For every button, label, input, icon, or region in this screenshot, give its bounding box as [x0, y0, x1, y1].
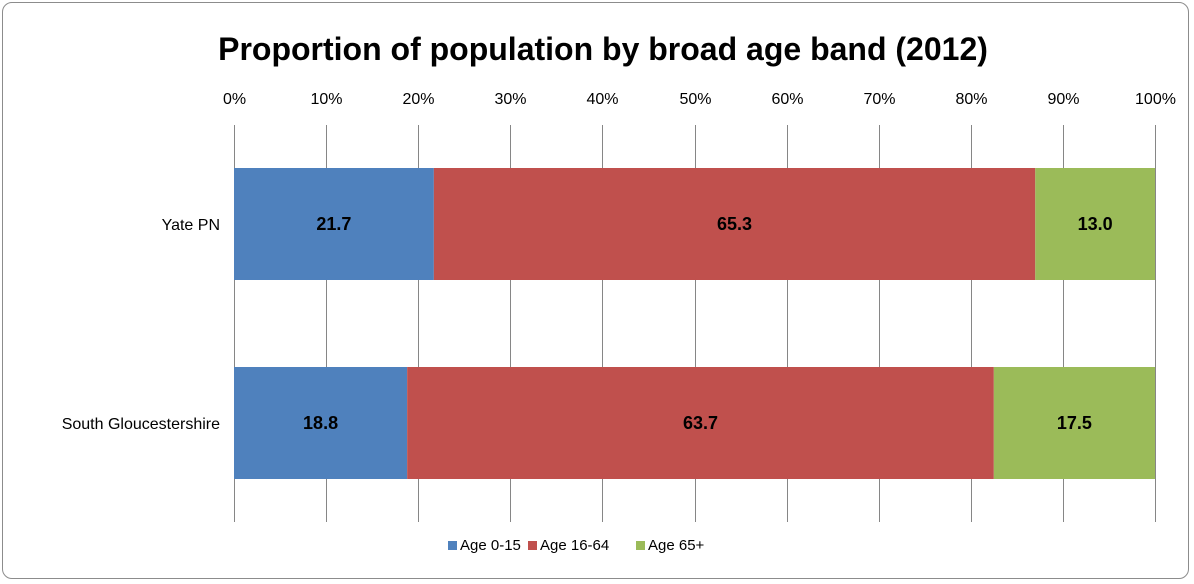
data-label: 18.8	[303, 413, 338, 433]
x-tick-label: 20%	[402, 91, 434, 108]
axis-tick-labels: 0% 10% 20% 30% 40% 50% 60% 70% 80% 90% 100%	[223, 91, 1176, 108]
x-tick-label: 90%	[1047, 91, 1079, 108]
data-label: 13.0	[1078, 214, 1113, 234]
legend-label: Age 0-15	[460, 537, 521, 554]
x-tick-label: 100%	[1135, 91, 1176, 108]
bars: 21.7 65.3 13.0 18.8 63.7 17.5	[234, 168, 1155, 479]
legend: Age 0-15 Age 16-64 Age 65+	[448, 537, 705, 554]
bar-segment	[234, 168, 434, 280]
data-label: 65.3	[717, 214, 752, 234]
x-tick-label: 70%	[863, 91, 895, 108]
category-labels: Yate PN South Gloucestershire	[62, 217, 220, 433]
x-tick-label: 30%	[494, 91, 526, 108]
x-tick-label: 0%	[223, 91, 246, 108]
x-tick-label: 80%	[955, 91, 987, 108]
bar-segment	[234, 367, 408, 479]
data-label: 63.7	[683, 413, 718, 433]
category-label: Yate PN	[162, 217, 220, 234]
legend-swatch	[528, 541, 537, 550]
x-tick-label: 60%	[771, 91, 803, 108]
data-label: 17.5	[1057, 413, 1092, 433]
legend-label: Age 16-64	[540, 537, 609, 554]
legend-label: Age 65+	[648, 537, 705, 554]
category-label: South Gloucestershire	[62, 416, 220, 433]
data-label: 21.7	[316, 214, 351, 234]
bar-segment	[993, 367, 1155, 479]
legend-item: Age 65+	[636, 537, 705, 554]
chart-title: Proportion of population by broad age ba…	[218, 31, 988, 67]
x-tick-label: 50%	[679, 91, 711, 108]
bar-segment	[407, 367, 994, 479]
legend-item: Age 16-64	[528, 537, 609, 554]
legend-item: Age 0-15	[448, 537, 521, 554]
legend-swatch	[448, 541, 457, 550]
bar-segment	[1035, 168, 1155, 280]
x-tick-label: 10%	[310, 91, 342, 108]
legend-swatch	[636, 541, 645, 550]
x-tick-label: 40%	[586, 91, 618, 108]
bar-segment	[433, 168, 1036, 280]
